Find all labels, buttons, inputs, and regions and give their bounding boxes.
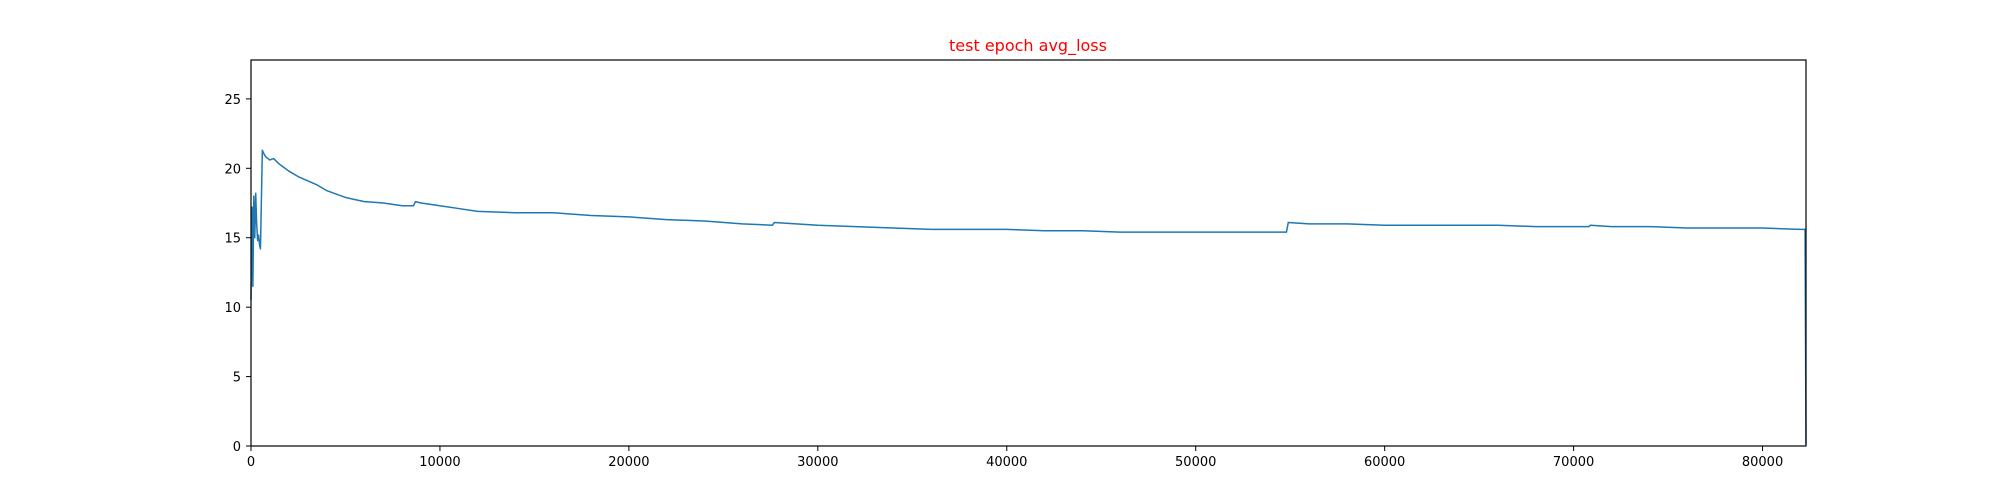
- y-axis: 0 5 10 15 20 25: [224, 93, 251, 455]
- plot-area: [250, 149, 1807, 445]
- y-tick-label: 0: [233, 440, 241, 455]
- x-tick-label: 60000: [1364, 455, 1405, 470]
- y-tick-label: 15: [224, 232, 241, 247]
- y-tick-label: 25: [224, 93, 241, 108]
- x-tick-label: 30000: [797, 455, 838, 470]
- plot-frame: [250, 59, 1807, 447]
- x-tick-label: 0: [247, 455, 255, 470]
- x-tick-label: 20000: [608, 455, 649, 470]
- x-tick-label: 50000: [1175, 455, 1216, 470]
- chart-title: test epoch avg_loss: [949, 36, 1107, 56]
- y-tick-label: 10: [224, 301, 241, 316]
- y-tick-label: 5: [233, 371, 241, 386]
- y-tick-label: 20: [224, 162, 241, 177]
- series-line: [250, 149, 1807, 445]
- x-tick-label: 80000: [1742, 455, 1783, 470]
- x-tick-label: 40000: [986, 455, 1027, 470]
- x-tick-label: 70000: [1553, 455, 1594, 470]
- x-tick-label: 10000: [419, 455, 460, 470]
- x-axis: 0 10000 20000 30000 40000 50000 60000 70000 8000…: [247, 446, 1783, 470]
